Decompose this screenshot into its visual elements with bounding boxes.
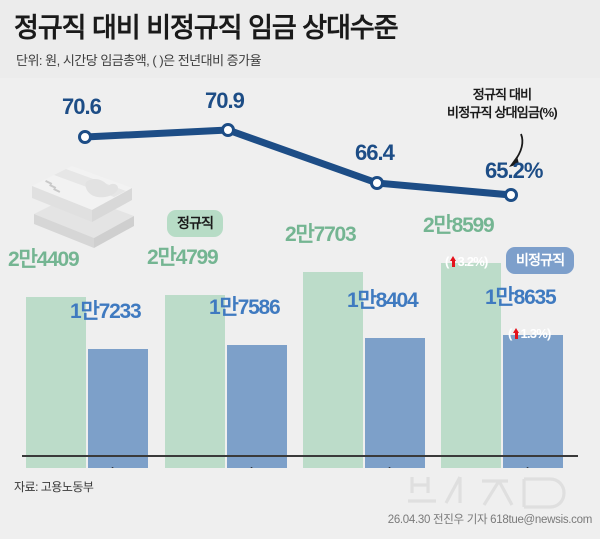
bar-regular-2022: [26, 297, 86, 468]
line-marker-2025: [504, 188, 518, 202]
byline: 26.04.30 전진우 기자 618tue@newsis.com: [387, 514, 593, 526]
delta-open-paren: (: [445, 254, 449, 269]
delta-nonregular-2025-value: 1.3%): [520, 326, 552, 341]
line-value-2025: 65.2%: [485, 158, 543, 183]
bar-nonregular-2023: [227, 345, 287, 468]
bar-nonregular-2022: [88, 349, 148, 468]
newsis-watermark-logo: [408, 476, 566, 509]
delta-open-paren-2: (: [508, 326, 512, 341]
bar-value-nonregular-2022: 1만7233: [70, 300, 142, 323]
money-stack-icon: [32, 166, 134, 248]
bar-nonregular-2025: [503, 335, 563, 468]
line-value-2022: 70.6: [62, 94, 102, 119]
line-marker-2024: [370, 176, 384, 190]
bar-regular-2025: [441, 263, 501, 468]
chart-subtitle: 단위: 원, 시간당 임금총액, ( )은 전년대비 증가율: [16, 53, 262, 68]
bar-regular-2023: [165, 295, 225, 468]
source-note: 자료: 고용노동부: [14, 480, 94, 494]
plot-area: 2만4409 1만7233 2만4799 정규직 1만7586 2만7703 1…: [0, 78, 600, 488]
arrow-up-icon-2: [512, 328, 520, 339]
line-annotation-line2: 비정규직 상대임금(%): [447, 104, 558, 120]
page-title: 정규직 대비 비정규직 임금 상대수준: [14, 13, 399, 43]
bar-value-regular-2024: 2만7703: [285, 223, 357, 246]
arrow-up-icon: [449, 256, 457, 267]
line-marker-2022: [78, 130, 92, 144]
line-marker-2023: [221, 123, 235, 137]
bar-delta-regular-2025: (3.2%): [445, 254, 488, 269]
delta-regular-2025-value: 3.2%): [457, 254, 489, 269]
axis-baseline: [22, 455, 578, 457]
line-annotation: 정규직 대비 비정규직 상대임금(%): [412, 86, 592, 121]
footer-band: 자료: 고용노동부 26.04.30 전진우 기자 618tue@newsis.…: [0, 468, 600, 539]
bar-value-regular-2023: 2만4799: [147, 246, 219, 269]
legend-pill-regular: 정규직: [167, 210, 224, 237]
line-value-2024: 66.4: [355, 140, 395, 165]
line-annotation-line1: 정규직 대비: [472, 87, 532, 102]
bar-delta-nonregular-2025: (1.3%): [508, 326, 551, 341]
bar-regular-2024: [303, 272, 363, 468]
line-path: [81, 126, 515, 199]
header-band: [0, 0, 600, 78]
bar-value-regular-2025: 2만8599: [423, 214, 495, 237]
line-value-2023: 70.9: [205, 88, 245, 113]
bar-value-nonregular-2025: 1만8635: [485, 286, 557, 309]
legend-pill-nonregular: 비정규직: [506, 247, 575, 274]
bar-nonregular-2024: [365, 338, 425, 468]
bar-value-regular-2022: 2만4409: [8, 248, 80, 271]
bar-value-nonregular-2024: 1만8404: [347, 289, 419, 312]
bar-value-nonregular-2023: 1만7586: [209, 296, 281, 319]
